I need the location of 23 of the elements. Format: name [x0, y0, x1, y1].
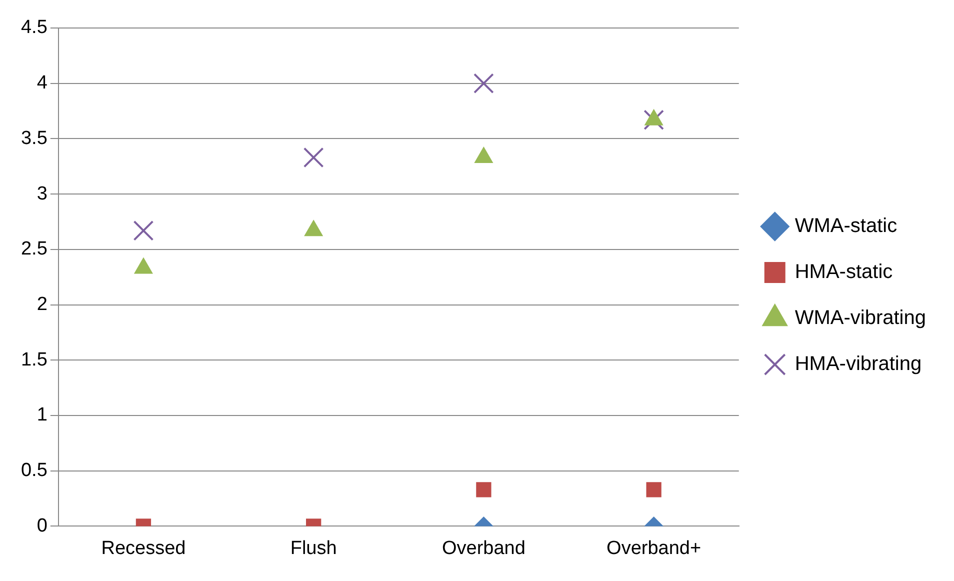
point	[133, 220, 154, 241]
x-tick-label: Overband	[442, 538, 526, 559]
point	[134, 258, 153, 274]
point	[304, 220, 323, 236]
y-tick-label: 2.5	[20, 238, 48, 260]
legend-label: WMA-vibrating	[794, 307, 926, 330]
y-tick-label: 4.5	[20, 17, 48, 38]
point	[474, 73, 494, 94]
x-tick-label: Flush	[290, 538, 337, 559]
y-tick-label: 1.5	[20, 349, 48, 370]
y-tick-label: 3.5	[20, 128, 48, 149]
y-tick-label: 1	[36, 404, 48, 426]
y-tick-label: 3	[36, 183, 48, 204]
y-tick-label: 0	[36, 515, 48, 536]
y-tick-label: 4	[36, 72, 48, 94]
x-tick-label: Recessed	[101, 538, 186, 559]
y-tick-label: 0.5	[20, 460, 48, 482]
legend-label: HMA-vibrating	[794, 353, 922, 376]
legend-label: HMA-static	[794, 261, 893, 284]
x-tick-label: Overband+	[606, 538, 702, 559]
legend-label: WMA-static	[794, 215, 898, 238]
point	[303, 147, 324, 168]
y-tick-label: 2	[36, 294, 48, 316]
